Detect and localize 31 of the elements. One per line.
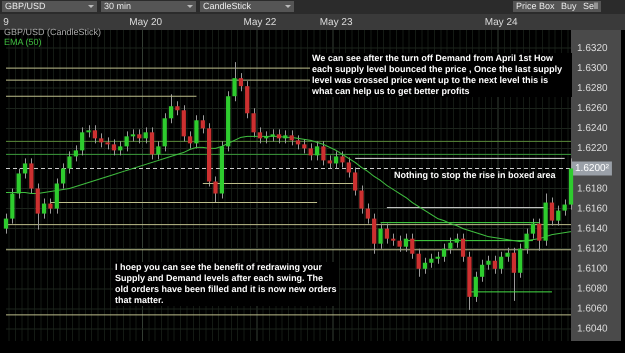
y-tick-label: 1.6260 [577,103,608,114]
text: GBP/USD [5,1,46,11]
x-tick-label: May 22 [244,16,277,28]
text: EMA (50) [4,37,42,47]
text: Price Box [516,1,555,11]
text: 30 min [104,1,132,11]
text: CandleStick [203,1,252,11]
x-tick-label: May 23 [320,16,353,28]
x-tick-label: May 20 [129,16,162,28]
chart-title: GBP/USD (CandleStick) [4,27,102,37]
y-tick-label: 1.6060 [577,304,608,315]
text: Buy [561,1,577,11]
text: Sell [583,1,598,11]
annotation: We can see after the turn off Demand from April 1st How each supply level bounced the price , Once the last supply level was crossed price went up to the next level this is what can help us to get better profits [310,53,572,97]
y-tick-label: 1.6120 [577,243,608,254]
y-tick-label: 1.6300 [577,62,608,74]
x-tick-label: 9 [3,16,10,28]
y-tick-label: 1.6240 [577,123,608,134]
ref-line-label: 1.6200² [575,163,610,174]
y-tick-label: 1.6180 [577,183,608,194]
x-tick-label: May 24 [484,16,518,28]
y-tick-label: 1.6040 [577,324,608,335]
y-tick-label: 1.6080 [577,284,608,295]
y-tick-label: 1.6320 [577,42,608,54]
y-tick-label: 1.6140 [577,223,608,234]
y-tick-label: 1.6100 [577,264,608,275]
y-tick-label: 1.6280 [577,82,608,94]
y-tick-label: 1.6160 [577,203,608,214]
y-tick-label: 1.6220 [577,143,608,154]
annotation: I hoep you can see the benefit of redrawing your Supply and Demand levels after each swing. The old orders have been filled and it is now new orders that matter. [113,262,339,306]
annotation: Nothing to stop the rise in boxed area [394,170,557,181]
